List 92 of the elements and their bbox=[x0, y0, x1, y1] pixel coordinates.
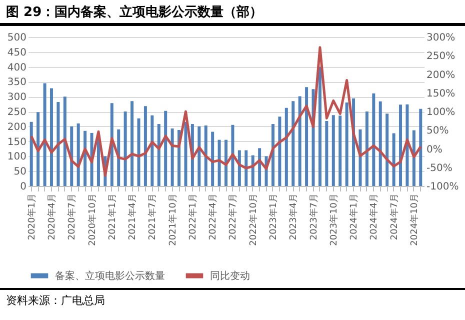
x-tick-label: 2021年10月 bbox=[167, 194, 178, 246]
x-tick-label: 2024年10月 bbox=[408, 194, 420, 246]
bar bbox=[50, 88, 53, 186]
bar bbox=[419, 108, 422, 186]
x-tick-label: 2022年1月 bbox=[187, 194, 198, 240]
bar bbox=[150, 115, 154, 186]
x-tick-label: 2020年4月 bbox=[46, 194, 58, 240]
bar bbox=[412, 130, 416, 186]
y-tick-label: 100 bbox=[7, 152, 26, 163]
bar bbox=[399, 104, 402, 186]
bar bbox=[170, 128, 174, 186]
bar bbox=[392, 133, 396, 186]
bar bbox=[63, 96, 66, 186]
y2-tick-label: 250% bbox=[426, 51, 456, 62]
chart-title: 图 29：国内备案、立项电影公示数量（部） bbox=[0, 0, 465, 26]
x-tick-label: 2024年7月 bbox=[388, 194, 400, 240]
x-tick-label: 2020年7月 bbox=[66, 194, 78, 240]
bar bbox=[204, 126, 208, 186]
bar bbox=[284, 108, 288, 186]
y-tick-label: 50 bbox=[14, 166, 26, 178]
bar bbox=[244, 150, 248, 186]
bar bbox=[184, 122, 188, 186]
x-tick-label: 2022年4月 bbox=[208, 194, 219, 240]
bar bbox=[224, 140, 228, 186]
bar bbox=[338, 116, 342, 186]
x-tick-label: 2024年1月 bbox=[348, 194, 360, 240]
y2-tick-label: 200% bbox=[426, 70, 456, 81]
bar bbox=[372, 93, 376, 186]
text: 资料来源：广电总局 bbox=[0, 288, 465, 312]
bar bbox=[56, 102, 60, 186]
bar bbox=[130, 101, 134, 186]
y2-tick-label: 150% bbox=[426, 88, 456, 100]
bar bbox=[251, 155, 254, 186]
bar bbox=[164, 110, 168, 186]
x-tick-label: 2023年1月 bbox=[268, 194, 279, 240]
bar bbox=[332, 115, 335, 186]
bar bbox=[318, 66, 322, 186]
x-tick-label: 2022年7月 bbox=[228, 194, 239, 240]
y2-tick-label: 0% bbox=[426, 144, 442, 156]
y-tick-label: 350 bbox=[7, 77, 26, 88]
bar bbox=[218, 140, 221, 186]
y-tick-label: 500 bbox=[7, 32, 26, 44]
bar bbox=[124, 112, 127, 186]
y-tick-label: 150 bbox=[7, 136, 26, 148]
y2-tick-label: -50% bbox=[426, 162, 452, 174]
bar bbox=[70, 126, 74, 186]
bar bbox=[36, 112, 40, 186]
bar bbox=[137, 118, 140, 186]
bar bbox=[365, 112, 368, 186]
bar bbox=[305, 87, 308, 186]
bar bbox=[198, 126, 201, 186]
bar bbox=[292, 101, 295, 186]
x-tick-label: 2021年7月 bbox=[147, 194, 158, 240]
y-tick-label: 0 bbox=[20, 182, 26, 192]
y-tick-label: 400 bbox=[7, 62, 26, 74]
legend-label: 同比变动 bbox=[210, 270, 250, 282]
legend-label: 备案、立项电影公示数量 bbox=[55, 270, 165, 282]
bar bbox=[345, 102, 348, 186]
x-tick-label: 2023年4月 bbox=[288, 194, 300, 240]
bar bbox=[386, 114, 389, 186]
x-tick-label: 2020年1月 bbox=[26, 194, 38, 240]
x-tick-label: 2021年1月 bbox=[106, 194, 118, 240]
y-tick-label: 300 bbox=[7, 92, 26, 104]
x-tick-label: 2023年7月 bbox=[308, 194, 320, 240]
x-tick-label: 2023年10月 bbox=[328, 194, 340, 246]
bar bbox=[117, 129, 120, 186]
bar bbox=[271, 124, 274, 186]
y-tick-label: 200 bbox=[7, 122, 26, 133]
bar bbox=[278, 116, 282, 186]
bar bbox=[325, 121, 328, 186]
x-tick-label: 2021年4月 bbox=[127, 194, 138, 240]
y-tick-label: 250 bbox=[7, 107, 26, 118]
bar bbox=[30, 122, 33, 186]
x-tick-label: 2024年4月 bbox=[368, 194, 380, 240]
y2-tick-label: 50% bbox=[426, 126, 449, 137]
bar bbox=[298, 96, 302, 186]
bar bbox=[231, 124, 234, 186]
bar bbox=[378, 101, 382, 186]
y2-tick-label: 100% bbox=[426, 107, 456, 118]
x-tick-label: 2020年10月 bbox=[86, 194, 98, 246]
bar bbox=[157, 124, 160, 186]
bar bbox=[406, 104, 409, 186]
bar bbox=[144, 106, 147, 186]
x-tick-label: 2022年10月 bbox=[248, 194, 259, 246]
bar bbox=[211, 132, 214, 186]
bar bbox=[76, 123, 80, 186]
bar bbox=[258, 148, 262, 186]
y2-tick-label: 300% bbox=[426, 32, 456, 44]
line-series bbox=[30, 46, 422, 177]
y2-tick-label: -100% bbox=[426, 182, 459, 192]
y-tick-label: 450 bbox=[7, 47, 26, 58]
bar bbox=[43, 83, 46, 186]
